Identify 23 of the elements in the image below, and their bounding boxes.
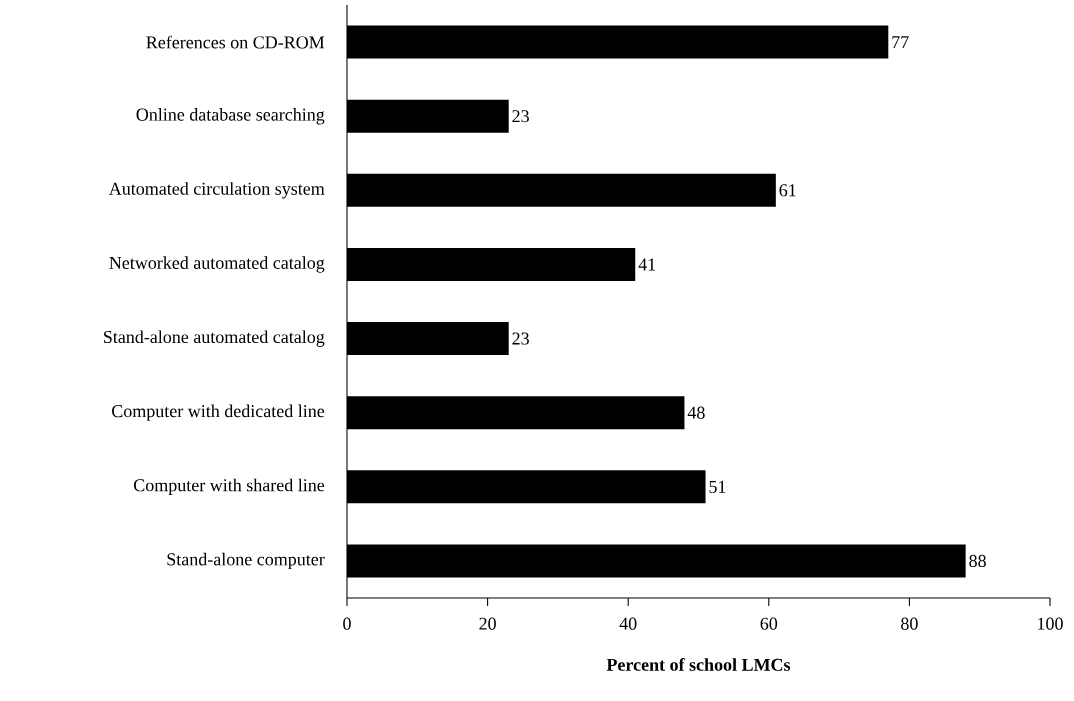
- y-tick-label: References on CD-ROM: [146, 35, 325, 49]
- y-tick-label: Online database searching: [136, 108, 325, 125]
- x-axis-title: Percent of school LMCs: [606, 658, 791, 671]
- x-tick-label: 60: [760, 617, 778, 630]
- y-tick-label: Networked automated catalog: [109, 256, 325, 273]
- y-tick-label: Stand-alone automated catalog: [104, 330, 325, 347]
- x-tick-label: 80: [901, 617, 918, 630]
- data-label: 61: [779, 184, 796, 197]
- data-label: 51: [709, 480, 726, 493]
- x-tick-label: 0: [343, 617, 351, 630]
- y-tick-label: Computer with shared line: [134, 478, 325, 495]
- y-tick-label: Computer with dedicated line: [112, 404, 325, 421]
- data-label: 23: [512, 332, 529, 345]
- data-label: 41: [638, 258, 656, 271]
- y-tick-label: Stand-alone computer: [167, 552, 325, 570]
- data-label: 88: [969, 554, 986, 568]
- data-label: 23: [512, 110, 529, 123]
- y-tick-label: Automated circulation system: [108, 182, 325, 199]
- x-tick-label: 100: [1038, 617, 1063, 630]
- x-tick-label: 40: [619, 617, 637, 630]
- x-tick-label: 20: [479, 617, 496, 630]
- data-label: 48: [687, 406, 705, 419]
- data-label: 77: [892, 36, 909, 48]
